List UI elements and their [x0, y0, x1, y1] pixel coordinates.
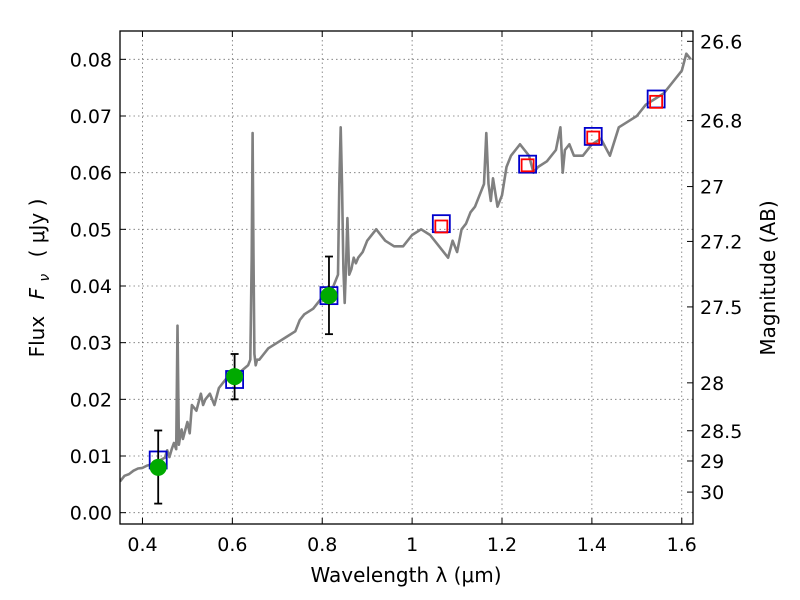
- x-tick-label: 1.4: [577, 534, 607, 556]
- x-tick-label: 1.2: [487, 534, 517, 556]
- y2-tick-label: 27.2: [700, 231, 742, 253]
- red-square-marker: [649, 94, 664, 109]
- y-axis-label: Flux F ν ( μJy ): [25, 199, 54, 358]
- x-tick-label: 0.6: [217, 534, 247, 556]
- red-square-marker: [586, 130, 601, 145]
- y-tick-label: 0.01: [70, 446, 112, 468]
- y2-tick-label: 30: [700, 482, 724, 504]
- spectrum-layer: [120, 52, 692, 483]
- green-data-point: [320, 287, 338, 305]
- y-axis-label-symbol: F: [25, 287, 49, 299]
- y-tick-label: 0.05: [70, 219, 112, 241]
- ticks-layer: 0.4 0.6 0.8 1 1.2 1.4 1.6 0.00 0.01 0.02 0.03 0.04 0…: [70, 31, 742, 556]
- plot-frame: [119, 30, 694, 525]
- y2-tick-label: 29: [700, 451, 724, 473]
- x-tick-label: 0.8: [307, 534, 337, 556]
- y2-tick-label: 28: [700, 373, 724, 395]
- x-tick-label: 1: [406, 534, 418, 556]
- y2-tick-label: 27: [700, 177, 724, 199]
- y-tick-label: 0.00: [70, 503, 112, 525]
- blue-square-marker: [583, 127, 603, 146]
- y2-axis-label: Magnitude (AB): [756, 200, 780, 355]
- y-tick-label: 0.04: [70, 276, 112, 298]
- blue-square-marker: [518, 154, 538, 174]
- y-tick-label: 0.03: [70, 333, 112, 355]
- y2-tick-label: 27.5: [700, 297, 742, 319]
- y-tick-label: 0.02: [70, 389, 112, 411]
- markers-layer: [148, 89, 666, 505]
- x-axis-label: Wavelength λ (μm): [310, 563, 501, 587]
- spectrum-line: [120, 52, 692, 483]
- y2-tick-label: 28.5: [700, 421, 742, 443]
- y-axis-label-subscript: ν: [37, 274, 53, 282]
- y-axis-label-unit: ( μJy ): [25, 199, 49, 258]
- x-tick-label: 1.6: [667, 534, 697, 556]
- red-square-marker: [434, 219, 449, 234]
- green-data-point: [149, 458, 167, 476]
- grid-lines: [120, 31, 693, 524]
- y2-tick-label: 26.6: [700, 31, 742, 53]
- green-data-point: [226, 368, 244, 386]
- x-tick-label: 0.4: [127, 534, 157, 556]
- y-axis-label-flux: Flux: [25, 316, 49, 358]
- y-tick-label: 0.06: [70, 163, 112, 185]
- y-tick-label: 0.08: [70, 49, 112, 71]
- y-tick-label: 0.07: [70, 106, 112, 128]
- y2-tick-label: 26.8: [700, 111, 742, 133]
- red-square-marker: [520, 158, 535, 173]
